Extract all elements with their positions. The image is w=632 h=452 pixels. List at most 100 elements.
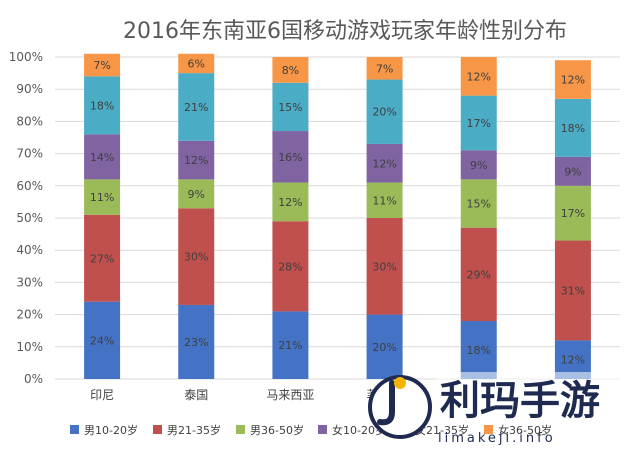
y-tick-label: 40% <box>16 243 43 257</box>
watermark-text: 利玛手游 <box>440 378 600 424</box>
data-labels: 24% 27% 11% 14% 18% 7% 23% 30% 9% 12% 21% 6% 21% 28% 1… <box>90 57 585 366</box>
legend-label: 男21-35岁 <box>167 423 221 437</box>
bar-segment <box>178 304 215 379</box>
bar-segment <box>554 156 591 186</box>
bar-segment <box>554 240 591 341</box>
bar-segment <box>272 57 309 83</box>
data-label: 12% <box>278 196 302 209</box>
data-label: 14% <box>90 151 114 164</box>
y-tick-label: 60% <box>16 179 43 193</box>
bar-segment <box>272 131 309 183</box>
data-label: 24% <box>90 334 114 347</box>
data-label: 15% <box>278 101 302 114</box>
bar-segment <box>84 214 121 302</box>
data-label: 27% <box>90 252 114 265</box>
data-label: 11% <box>90 191 114 204</box>
y-axis-ticks: 0% 10% 20% 30% 40% 50% 60% 70% 80% 90% 100% <box>9 50 43 386</box>
bar-segment <box>554 60 591 99</box>
bar-segment <box>366 218 403 315</box>
data-label: 6% <box>188 57 205 70</box>
legend-item: 男10-20岁 <box>70 423 138 437</box>
y-tick-label: 0% <box>24 372 43 386</box>
bar-segment <box>460 179 497 228</box>
bars <box>84 53 591 379</box>
bar-segment <box>272 221 309 312</box>
bar-segment <box>366 57 403 80</box>
chart-title: 2016年东南亚6国移动游戏玩家年龄性别分布 <box>123 19 567 44</box>
data-label: 21% <box>278 339 302 352</box>
logo-icon <box>368 375 432 439</box>
x-tick-label: 印尼 <box>90 388 114 402</box>
bar-segment <box>178 140 215 180</box>
legend-label: 女21-35岁 <box>415 423 469 437</box>
data-label: 9% <box>564 165 581 178</box>
bar-segment <box>460 150 497 180</box>
data-label: 12% <box>467 70 491 83</box>
y-tick-label: 10% <box>16 340 43 354</box>
bar-segment <box>84 301 121 379</box>
data-label: 21% <box>184 101 208 114</box>
legend-label: 女36-50岁 <box>498 423 552 437</box>
data-label: 30% <box>372 260 396 273</box>
data-label: 20% <box>372 106 396 119</box>
legend-item: 男36-50岁 <box>236 423 304 437</box>
bar-segment <box>84 53 121 77</box>
y-tick-label: 50% <box>16 211 43 225</box>
bar-segment <box>554 98 591 157</box>
data-label: 12% <box>561 74 585 87</box>
y-tick-label: 100% <box>9 50 43 64</box>
bar-segment <box>272 82 309 132</box>
data-label: 17% <box>561 207 585 220</box>
bar-segment <box>460 57 497 96</box>
bar-segment <box>178 73 215 141</box>
bar-segment <box>84 134 121 180</box>
y-tick-label: 90% <box>16 82 43 96</box>
bar-segment <box>178 53 215 74</box>
legend-swatch <box>236 425 245 434</box>
x-tick-label: 马来西亚 <box>266 388 314 402</box>
data-label: 11% <box>372 194 396 207</box>
bar-segment <box>84 76 121 135</box>
bar-segment <box>460 321 497 379</box>
data-label: 20% <box>372 341 396 354</box>
data-label: 7% <box>376 62 393 75</box>
data-label: 18% <box>90 99 114 112</box>
data-label: 16% <box>278 151 302 164</box>
bar-segment <box>84 179 121 215</box>
data-label: 18% <box>561 122 585 135</box>
watermark: 利玛手游 limakeji.info <box>368 372 624 446</box>
gridlines <box>55 56 620 380</box>
bar-segment <box>178 179 215 209</box>
bar-segment <box>366 79 403 144</box>
y-tick-label: 30% <box>16 275 43 289</box>
bar-segment <box>272 311 309 379</box>
data-label: 9% <box>470 159 487 172</box>
data-label: 31% <box>561 284 585 297</box>
bar-segment <box>460 227 497 322</box>
y-tick-label: 20% <box>16 308 43 322</box>
bar-segment <box>366 314 403 379</box>
legend-label: 男36-50岁 <box>250 423 304 437</box>
legend-swatch <box>484 425 493 434</box>
watermark-url: limakeji.info <box>438 431 556 446</box>
data-label: 12% <box>372 157 396 170</box>
data-label: 29% <box>467 268 491 281</box>
legend-label: 男10-20岁 <box>84 423 138 437</box>
legend-swatch <box>70 425 79 434</box>
legend: 男10-20岁 男21-35岁 男36-50岁 女10-20岁 女21-35岁 女36-5… <box>70 423 552 437</box>
data-label: 7% <box>93 59 110 72</box>
y-tick-label: 80% <box>16 114 43 128</box>
bar-segment <box>554 185 591 241</box>
bar-segment <box>366 143 403 183</box>
data-label: 28% <box>278 260 302 273</box>
legend-label: 女10-20岁 <box>332 423 386 437</box>
data-label: 9% <box>188 188 205 201</box>
legend-swatch <box>153 425 162 434</box>
legend-item: 男21-35岁 <box>153 423 221 437</box>
data-label: 12% <box>561 354 585 367</box>
data-label: 30% <box>184 251 208 264</box>
data-label: 15% <box>467 198 491 211</box>
data-label: 23% <box>184 336 208 349</box>
bar-segment <box>272 182 309 222</box>
